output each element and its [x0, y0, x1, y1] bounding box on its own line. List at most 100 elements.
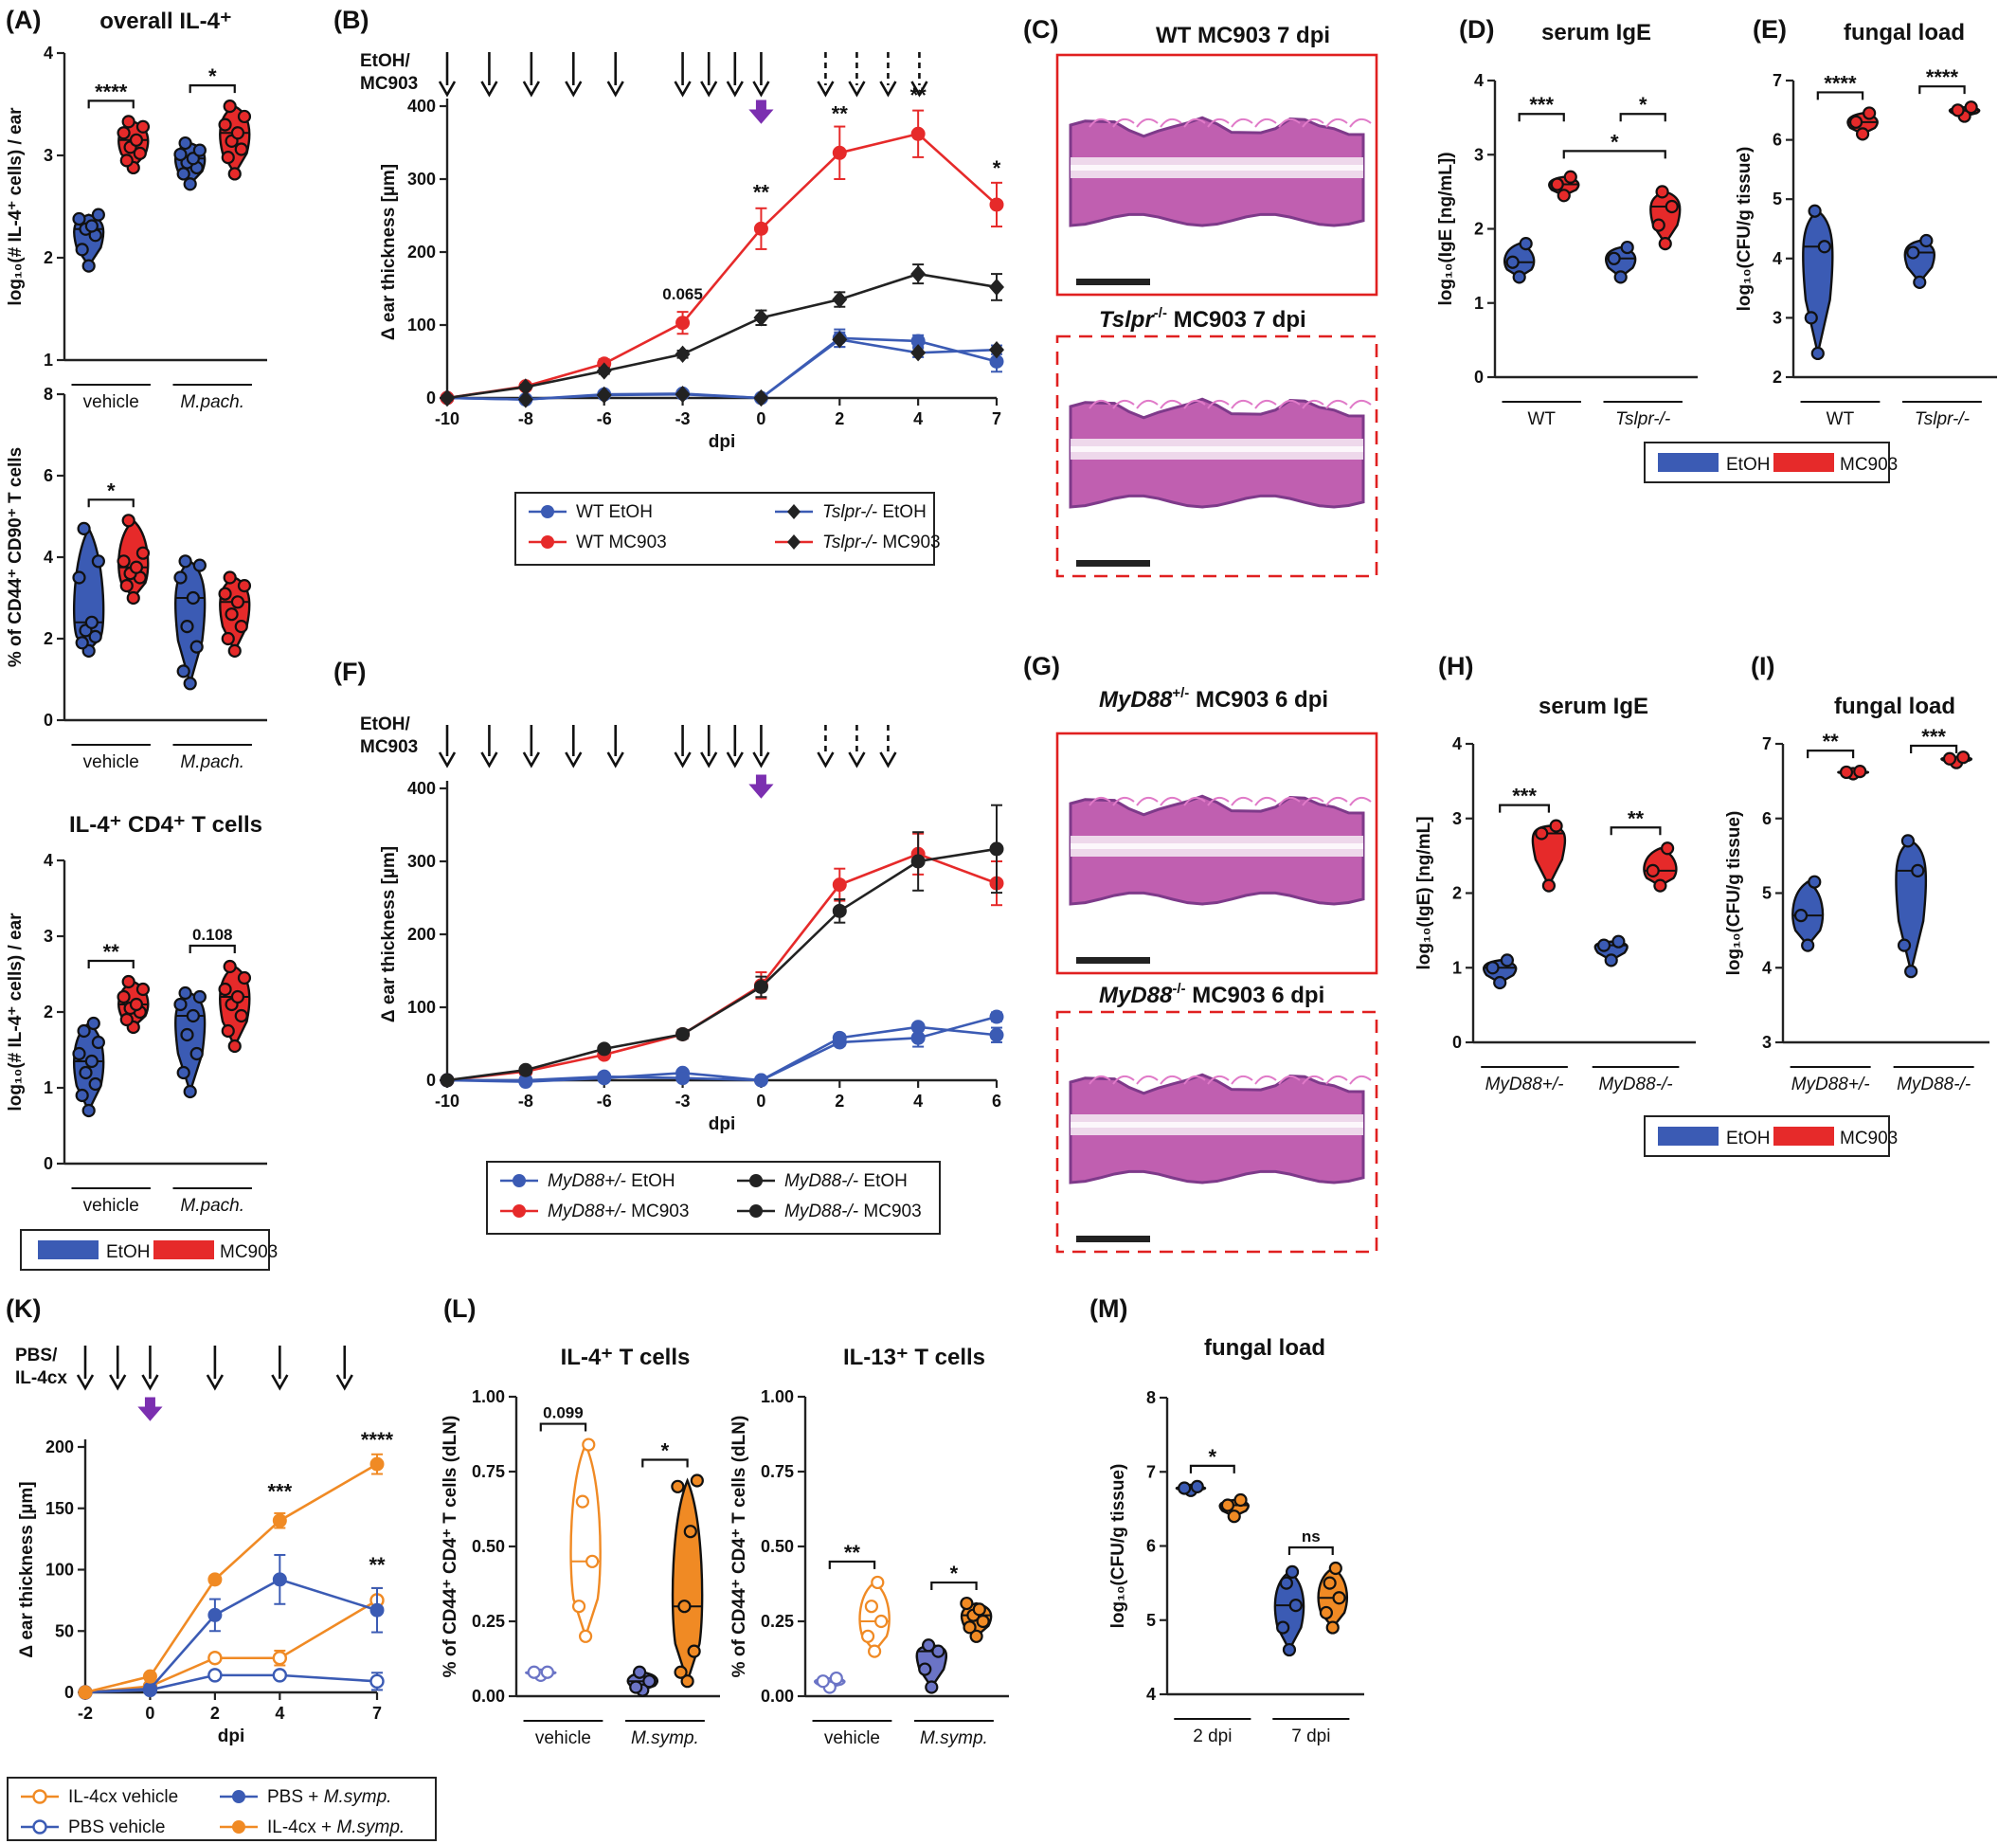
group-label: 7 dpi	[1291, 1726, 1330, 1746]
stratum-corneum-fibre	[1136, 1075, 1159, 1085]
data-point	[234, 619, 248, 634]
y-tick-label: 6	[1146, 1537, 1156, 1556]
data-point	[272, 1668, 288, 1683]
series-line	[447, 1025, 998, 1082]
treatment-arrow-head	[141, 1374, 159, 1391]
data-point	[753, 979, 768, 994]
data-point	[84, 615, 99, 629]
data-point	[178, 136, 192, 151]
legend-label: IL-4cx vehicle	[68, 1787, 178, 1807]
y-axis-title: Δ ear thickness [µm]	[17, 1481, 37, 1657]
panel-m: (M) fungal load 4 5 6 7 8 log₁₀(CFU/g tissue) * n…	[1089, 1294, 1364, 1746]
panel-title: serum IgE	[1541, 20, 1651, 45]
y-axis-title: log₁₀(# IL-4⁺ cells) / ear	[6, 913, 26, 1112]
data-point	[237, 578, 252, 593]
legend-marker	[513, 1204, 526, 1218]
data-point	[129, 997, 144, 1012]
significance-bracket	[930, 1581, 978, 1591]
x-tick-label: 0	[756, 409, 765, 428]
panel-letter-g: (G)	[1023, 652, 1060, 680]
data-point	[88, 629, 102, 643]
data-point	[540, 1665, 554, 1679]
y-tick-label: 1	[1474, 294, 1484, 313]
treatment-arrow-dashed-head	[910, 81, 928, 98]
x-tick-label: -10	[435, 1092, 459, 1111]
data-point	[221, 631, 235, 646]
data-point	[1855, 127, 1870, 141]
data-point	[989, 197, 1004, 212]
series-line	[446, 132, 998, 400]
histology-g-top-image	[1069, 794, 1372, 964]
scale-bar	[1076, 1236, 1150, 1242]
data-point	[1942, 751, 1957, 766]
group-label: vehicle	[83, 1196, 139, 1216]
data-point	[578, 1629, 593, 1643]
significance-label: *	[1209, 1445, 1217, 1469]
stratum-corneum-fibre	[1231, 118, 1253, 128]
data-point	[989, 841, 1004, 857]
data-point	[816, 1674, 830, 1689]
data-point	[918, 1662, 932, 1676]
legend-de: EtOH MC903	[1644, 442, 1898, 483]
treatment-arrow-head	[726, 751, 744, 768]
x-tick-label: -10	[435, 409, 459, 428]
data-point	[126, 590, 140, 606]
y-tick-label: 2	[1474, 220, 1484, 239]
significance-bracket	[1499, 804, 1550, 813]
legend-hi-mc903-swatch	[1773, 1127, 1834, 1146]
data-point	[192, 989, 207, 1004]
y-tick-label: 4	[44, 851, 53, 870]
y-tick-label: 4	[44, 548, 53, 567]
treatment-label-1: EtOH/	[360, 51, 411, 71]
data-point	[178, 985, 192, 1001]
y-axis-title: log₁₀(CFU/g tissue)	[1108, 1464, 1128, 1629]
treatment-arrow-head	[674, 751, 692, 768]
significance-label: ****	[95, 80, 128, 103]
data-point	[575, 1494, 590, 1509]
x-tick-label: 2	[210, 1704, 220, 1723]
stratum-corneum-fibre	[1089, 796, 1111, 806]
y-tick-label: 200	[407, 243, 436, 262]
data-point	[1276, 1620, 1290, 1635]
panel-title: IL-4⁺ CD4⁺ T cells	[69, 812, 262, 838]
data-point	[832, 877, 847, 893]
y-tick-label: 2	[1452, 884, 1462, 903]
data-point	[633, 1665, 647, 1679]
significance-label: **	[1628, 806, 1645, 830]
significance-bracket	[828, 1560, 876, 1569]
data-point	[176, 1065, 190, 1080]
y-tick-label: 150	[45, 1499, 74, 1518]
significance-label: **	[1823, 730, 1840, 753]
data-point	[119, 1012, 134, 1027]
data-point	[75, 636, 89, 650]
data-point	[119, 154, 134, 168]
legend-marker	[749, 1174, 763, 1187]
data-point	[1808, 875, 1822, 889]
data-point	[75, 243, 89, 257]
y-axis-title: log₁₀(IgE) [ng/mL]	[1414, 816, 1434, 969]
x-tick-label: -2	[78, 1704, 93, 1723]
data-point	[1853, 765, 1867, 779]
data-point	[642, 1674, 657, 1689]
stratum-corneum-fibre	[1136, 796, 1159, 806]
data-point	[753, 221, 768, 236]
stratum-corneum-fibre	[1089, 399, 1111, 409]
significance-label: *	[208, 64, 217, 88]
treatment-label-2: MC903	[360, 74, 418, 94]
data-point	[680, 1674, 694, 1689]
y-tick-label: 7	[1773, 71, 1782, 90]
data-point	[207, 1651, 223, 1666]
data-point	[1653, 878, 1667, 893]
data-point	[1519, 237, 1533, 251]
data-point	[223, 959, 237, 974]
legend-hi-mc903-label: MC903	[1840, 1129, 1898, 1148]
data-point	[227, 167, 242, 181]
x-tick-label: 6	[992, 1092, 1001, 1111]
legend-marker	[787, 504, 801, 519]
histology-c-bottom-title: Tslpr-/- MC903 7 dpi	[1099, 305, 1306, 333]
significance-label: ***	[267, 1479, 292, 1503]
treatment-arrow-dashed-head	[879, 751, 897, 768]
data-point	[1563, 170, 1577, 184]
